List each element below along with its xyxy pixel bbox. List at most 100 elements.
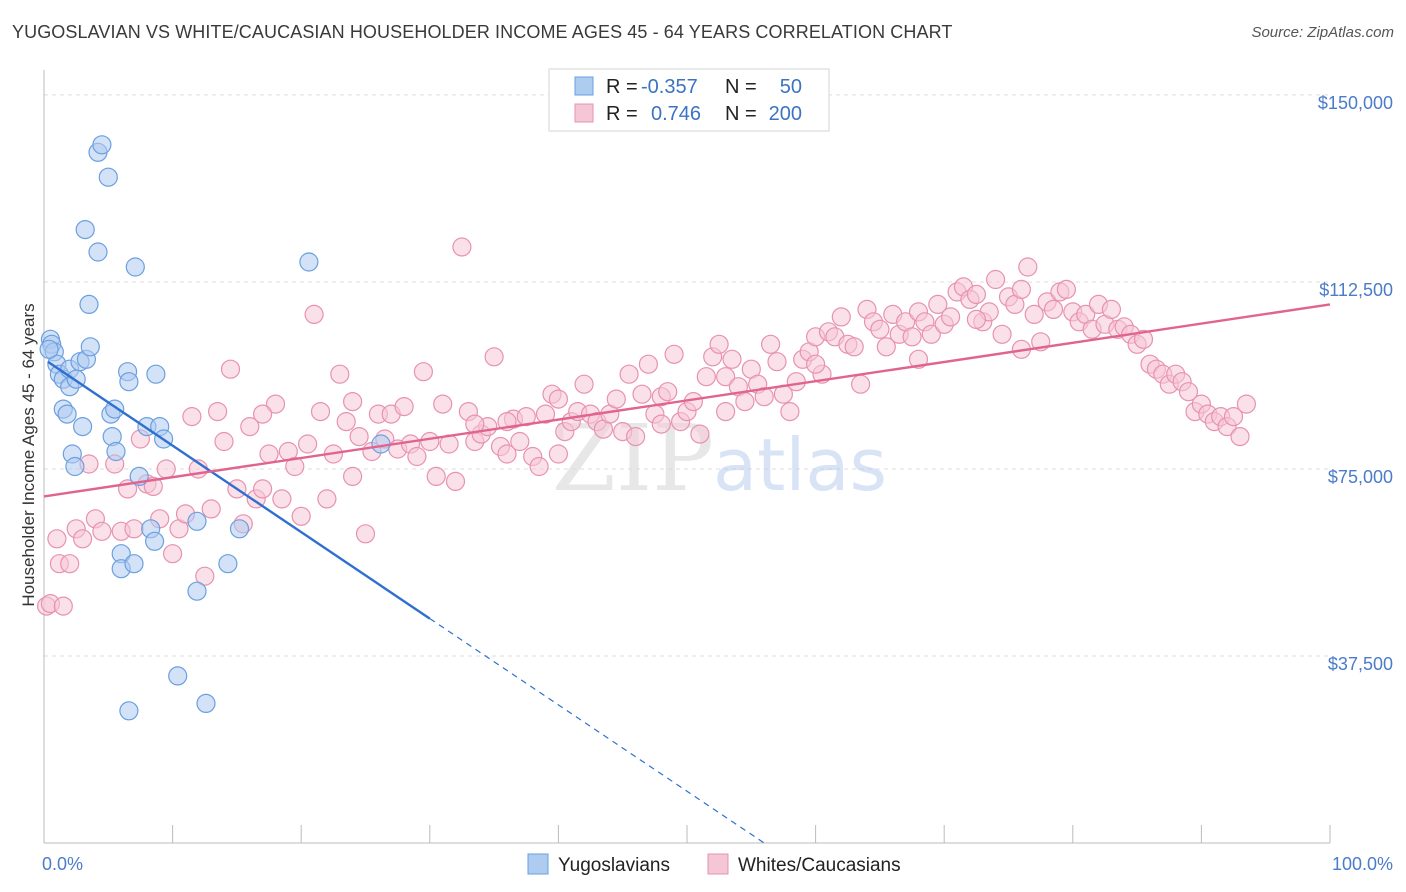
white-point-35	[259, 444, 279, 464]
white-point-23	[182, 407, 202, 427]
white-point-65	[452, 237, 472, 257]
white-point-124	[831, 307, 851, 327]
white-point-84	[574, 374, 594, 394]
y-axis-label: Householder Income Ages 45 - 64 years	[19, 303, 38, 606]
white-point-59	[413, 362, 433, 382]
white-point-117	[786, 372, 806, 392]
white-point-185	[1223, 407, 1244, 427]
series-yugoslavians	[39, 135, 391, 721]
white-point-28	[214, 431, 234, 452]
white-point-25	[195, 566, 215, 586]
white-point-138	[921, 324, 941, 344]
white-point-192	[805, 354, 826, 374]
bottom-legend-label-yugoslavians: Yugoslavians	[558, 855, 670, 876]
yugoslavian-point-18	[80, 337, 100, 357]
white-point-198	[253, 404, 273, 424]
white-point-10	[92, 521, 112, 541]
correlation-legend: R = -0.357 N = 50 R = 0.746 N = 200	[548, 68, 830, 132]
white-point-159	[1056, 279, 1077, 299]
white-point-39	[285, 456, 305, 477]
series-legend: Yugoslavians Whites/Caucasians	[527, 853, 901, 876]
yugoslavian-point-30	[119, 701, 139, 721]
legend-n-value-2: 200	[769, 103, 802, 125]
white-point-29	[220, 359, 241, 379]
yugoslavian-point-41	[168, 666, 188, 686]
legend-n-value-1: 50	[780, 76, 802, 98]
legend-r-value-1: -0.357	[641, 76, 698, 98]
yugoslavian-point-15	[75, 220, 95, 240]
white-point-102	[690, 424, 710, 444]
yugoslavian-point-17	[79, 294, 99, 314]
yugoslavian-point-7	[57, 404, 77, 424]
white-point-32	[240, 417, 260, 437]
white-point-80	[548, 389, 569, 409]
trend-lines	[43, 303, 1331, 844]
white-point-114	[767, 352, 787, 372]
white-point-44	[317, 489, 337, 509]
legend-swatch-pink	[574, 103, 594, 123]
chart-title: YUGOSLAVIAN VS WHITE/CAUCASIAN HOUSEHOLD…	[12, 22, 953, 42]
white-point-106	[715, 367, 736, 387]
white-point-72	[497, 444, 517, 464]
white-point-148	[985, 269, 1006, 290]
legend-n-label-1: N =	[725, 76, 757, 98]
white-point-50	[355, 524, 376, 544]
white-point-153	[1018, 257, 1038, 277]
white-point-19	[156, 459, 176, 479]
white-point-126	[844, 337, 864, 357]
legend-r-label-2: R =	[606, 103, 638, 125]
yugoslavian-point-37	[145, 531, 165, 551]
watermark: ZIP atlas	[552, 405, 887, 512]
watermark-atlas: atlas	[713, 423, 887, 507]
axes	[43, 70, 1331, 844]
pink-trend-line	[43, 303, 1331, 498]
white-point-196	[548, 444, 569, 464]
white-point-130	[870, 319, 890, 339]
x-tick-label-1: 100.0%	[1332, 854, 1393, 874]
white-point-58	[407, 446, 427, 467]
white-point-62	[433, 394, 453, 414]
white-point-61	[426, 466, 446, 486]
yugoslavian-point-49	[39, 339, 59, 359]
series-whites-caucasians	[36, 237, 1257, 616]
white-point-34	[253, 479, 273, 499]
white-point-42	[304, 304, 324, 324]
white-point-97	[658, 382, 678, 402]
white-point-141	[940, 307, 961, 327]
white-point-77	[529, 456, 549, 477]
x-tick-label-0: 0.0%	[42, 854, 83, 874]
white-point-93	[632, 384, 652, 404]
white-point-116	[780, 402, 800, 422]
white-point-41	[298, 434, 318, 454]
white-point-178	[1178, 382, 1199, 402]
white-point-98	[664, 344, 684, 364]
white-point-27	[208, 402, 228, 422]
legend-n-label-2: N =	[725, 103, 757, 125]
bottom-legend-swatch-pink	[707, 853, 729, 875]
white-point-131	[876, 337, 896, 357]
white-point-193	[715, 402, 736, 422]
white-point-26	[201, 499, 221, 519]
white-point-127	[850, 374, 871, 394]
bottom-legend-swatch-blue	[527, 853, 549, 875]
white-point-101	[683, 392, 704, 412]
legend-r-label-1: R =	[606, 76, 638, 98]
white-point-91	[619, 364, 639, 384]
white-point-107	[722, 349, 742, 369]
white-point-20	[163, 544, 183, 564]
yugoslavian-point-31	[119, 372, 139, 392]
white-point-186	[1230, 427, 1250, 447]
white-point-89	[606, 389, 626, 409]
x-tick-labels: 0.0% 100.0%	[42, 854, 1393, 874]
white-point-47	[336, 412, 356, 432]
white-point-103	[696, 367, 716, 387]
blue-trend-line	[47, 360, 431, 620]
white-point-113	[760, 334, 781, 354]
yugoslavian-point-21	[92, 135, 112, 155]
yugoslavian-point-11	[65, 456, 85, 477]
white-point-48	[343, 466, 363, 486]
white-point-60	[420, 431, 440, 452]
yugoslavian-point-43	[187, 581, 207, 601]
white-point-36	[265, 394, 286, 414]
